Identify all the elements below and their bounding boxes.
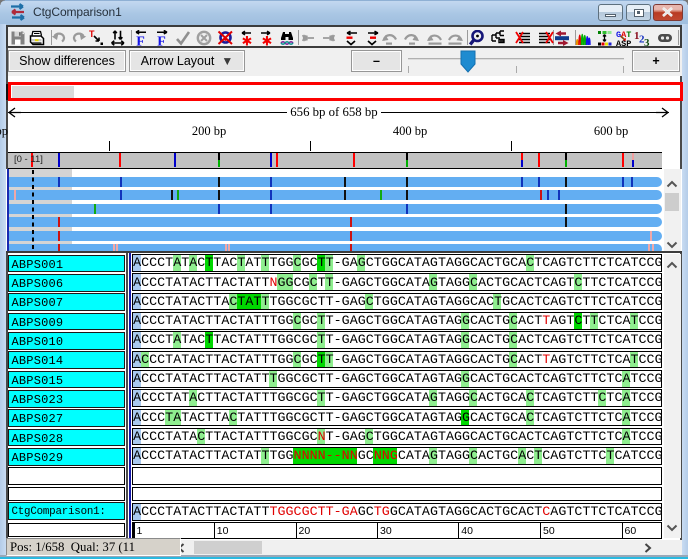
svg-text:3: 3 bbox=[644, 37, 650, 46]
svg-text:F: F bbox=[136, 34, 145, 46]
svg-text:✱: ✱ bbox=[241, 33, 252, 46]
svg-text:1: 1 bbox=[634, 30, 640, 42]
svg-text:ASP: ASP bbox=[616, 39, 631, 46]
svg-text:F: F bbox=[157, 34, 166, 46]
svg-text:2: 2 bbox=[639, 33, 645, 45]
svg-text:GAT: GAT bbox=[616, 30, 631, 40]
svg-text:T: T bbox=[89, 30, 95, 39]
svg-text:✱: ✱ bbox=[262, 33, 273, 46]
